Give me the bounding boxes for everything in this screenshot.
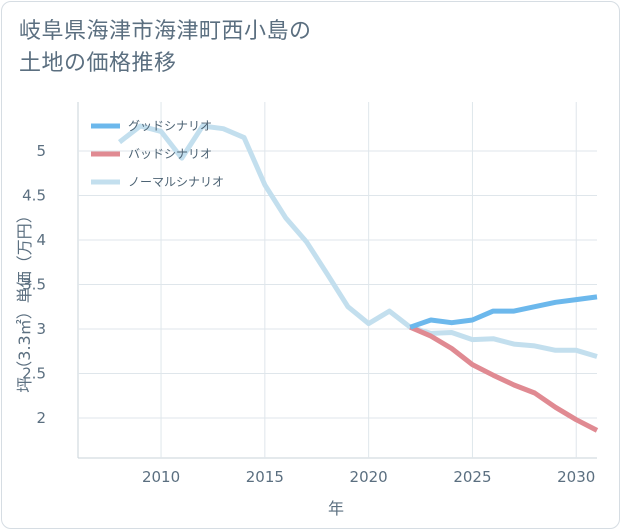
x-tick-label: 2025 <box>453 468 491 486</box>
tick-labels: 2010 2015 2020 2025 2030 2 2.5 3 3.5 4 4.5 5 <box>22 142 595 486</box>
x-tick-label: 2015 <box>246 468 284 486</box>
title-line-1: 岐阜県海津市海津町西小島の <box>19 19 312 44</box>
x-axis-title: 年 <box>328 499 344 518</box>
grid-lines <box>77 102 597 459</box>
title-line-2: 土地の価格推移 <box>19 51 177 76</box>
y-tick-label: 4.5 <box>22 186 46 204</box>
legend-label: ノーマルシナリオ <box>128 175 224 189</box>
y-tick-label: 2.5 <box>22 364 46 382</box>
series-lines <box>117 123 599 433</box>
legend-label: バッドシナリオ <box>128 147 212 161</box>
y-tick-label: 2 <box>36 409 46 427</box>
legend-label: グッドシナリオ <box>128 119 212 133</box>
y-axis-title: 坪（3.3㎡）単価（万円） <box>15 207 34 392</box>
series-line-0 <box>409 294 598 330</box>
y-tick-label: 3 <box>36 320 46 338</box>
x-tick-label: 2030 <box>557 468 595 486</box>
chart-title: 岐阜県海津市海津町西小島の 土地の価格推移 <box>19 16 579 80</box>
y-tick-label: 3.5 <box>22 275 46 293</box>
x-tick-label: 2020 <box>350 468 388 486</box>
x-tick-label: 2010 <box>142 468 180 486</box>
series-line-2 <box>117 123 598 359</box>
y-tick-label: 4 <box>36 231 46 249</box>
y-tick-label: 5 <box>36 142 46 160</box>
series-line-1 <box>409 324 599 433</box>
